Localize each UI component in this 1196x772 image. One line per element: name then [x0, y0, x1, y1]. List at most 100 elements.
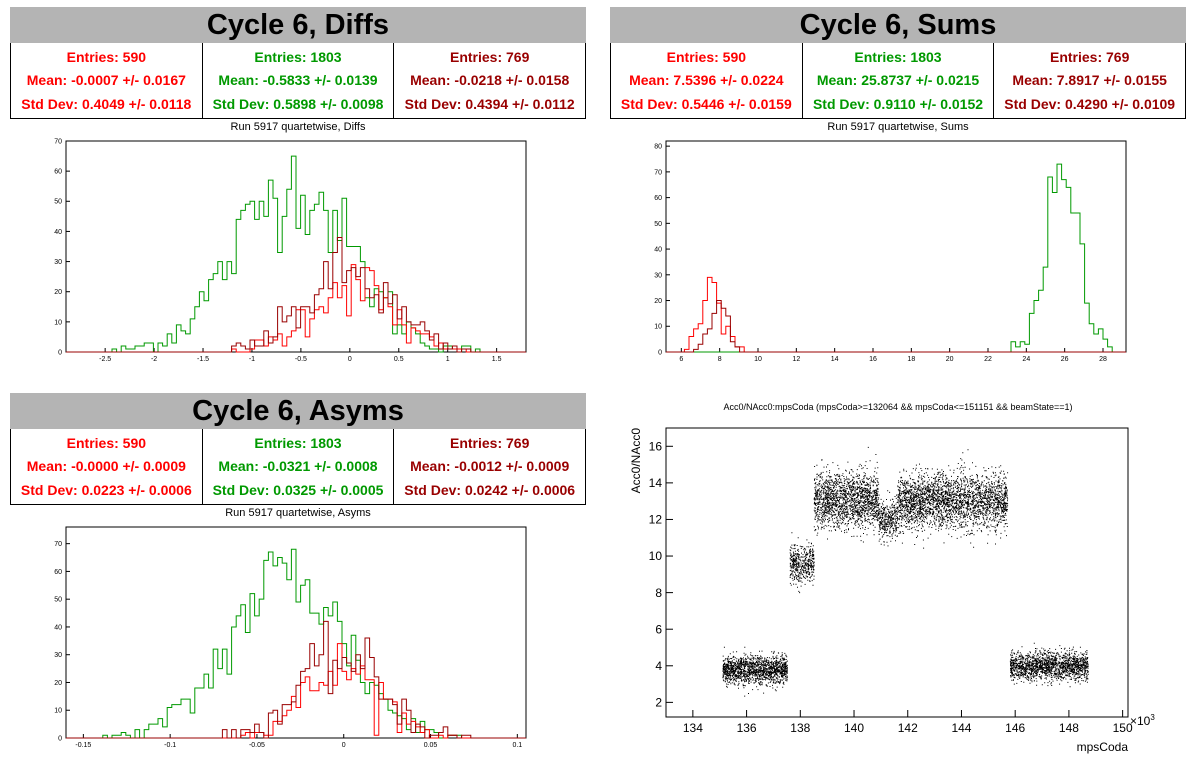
x-tick-label: 142: [898, 721, 918, 735]
entries-label: Entries: 1803: [854, 48, 942, 65]
y-tick-label: 30: [54, 652, 62, 659]
entries-label: Entries: 1803: [254, 434, 342, 451]
entries-label: Entries: 590: [66, 434, 147, 451]
mean-label: Mean: -0.0218 +/- 0.0158: [410, 72, 570, 89]
diffs-plot-frame: [65, 140, 527, 353]
y-tick-label: 50: [654, 221, 662, 228]
y-tick-label: 60: [654, 195, 662, 202]
scatter-cluster-3: [878, 490, 898, 547]
x-tick-label: 6: [679, 356, 683, 363]
x-tick-label: -0.1: [164, 742, 176, 749]
x-axis-multiplier: ×103: [1130, 713, 1155, 728]
stddev-label: Std Dev: 0.0325 +/- 0.0005: [212, 482, 384, 499]
x-tick-label: 12: [792, 356, 800, 363]
y-tick-label: 14: [649, 476, 663, 490]
x-tick-label: -0.5: [295, 356, 307, 363]
sums-stats-darkred: Entries: 769 Mean: 7.8917 +/- 0.0155 Std…: [994, 43, 1185, 118]
stddev-label: Std Dev: 0.0223 +/- 0.0006: [20, 482, 192, 499]
mean-label: Mean: -0.0000 +/- 0.0009: [26, 458, 186, 475]
asyms-axes: -0.15 -0.1 -0.05 0 0.05 0.1 0 10 20 30 40 50 60 70: [54, 526, 527, 749]
x-tick-label: 14: [831, 356, 839, 363]
y-tick-label: 10: [654, 324, 662, 331]
stddev-label: Std Dev: 0.4394 +/- 0.0112: [404, 96, 575, 113]
x-tick-label: 150: [1113, 721, 1133, 735]
x-tick-label: 10: [754, 356, 762, 363]
x-tick-label: -0.05: [249, 742, 265, 749]
mean-label: Mean: 7.8917 +/- 0.0155: [1012, 72, 1167, 89]
y-tick-label: 10: [54, 319, 62, 326]
stddev-label: Std Dev: 0.0242 +/- 0.0006: [404, 482, 576, 499]
x-tick-label: -2.5: [99, 356, 111, 363]
diffs-stats-green: Entries: 1803 Mean: -0.5833 +/- 0.0139 S…: [203, 43, 395, 118]
diffs-subtitle: Run 5917 quartetwise, Diffs: [230, 121, 366, 133]
entries-label: Entries: 769: [449, 48, 530, 65]
sums-histogram-series-1: [666, 276, 1126, 353]
y-tick-label: 80: [654, 144, 662, 151]
mean-label: Mean: -0.5833 +/- 0.0139: [218, 72, 378, 89]
x-tick-label: 1.5: [492, 356, 502, 363]
x-tick-label: 144: [951, 721, 971, 735]
y-tick-label: 70: [654, 169, 662, 176]
scatter-cluster-1: [789, 532, 815, 594]
entries-label: Entries: 769: [449, 434, 530, 451]
y-tick-label: 20: [654, 298, 662, 305]
sums-banner: Cycle 6, Sums: [610, 7, 1186, 43]
stddev-label: Std Dev: 0.5898 +/- 0.0098: [212, 96, 384, 113]
y-tick-label: 8: [655, 586, 662, 600]
asyms-stats-box: Entries: 590 Mean: -0.0000 +/- 0.0009 St…: [10, 429, 586, 505]
y-tick-label: 70: [54, 541, 62, 548]
diffs-histogram-series-2: [66, 236, 526, 353]
stddev-label: Std Dev: 0.4290 +/- 0.0109: [1004, 96, 1176, 113]
x-tick-label: 0: [348, 356, 352, 363]
entries-label: Entries: 1803: [254, 48, 342, 65]
sums-stats-box: Entries: 590 Mean: 7.5396 +/- 0.0224 Std…: [610, 43, 1186, 119]
scatter-cluster-4: [897, 449, 1009, 549]
sums-subtitle: Run 5917 quartetwise, Sums: [827, 121, 969, 133]
scatter-cluster-0: [722, 646, 788, 697]
y-tick-label: 20: [54, 680, 62, 687]
scatter-plot-frame: [665, 427, 1129, 718]
stddev-label: Std Dev: 0.4049 +/- 0.0118: [21, 96, 192, 113]
x-tick-label: 0: [342, 742, 346, 749]
x-tick-label: -0.15: [75, 742, 91, 749]
y-tick-label: 60: [54, 169, 62, 176]
diffs-histogram-series-0: [66, 155, 526, 353]
asyms-histogram-series-0: [66, 548, 526, 739]
scatter-points: [722, 446, 1089, 697]
x-tick-label: 134: [683, 721, 703, 735]
y-tick-label: 50: [54, 597, 62, 604]
stddev-label: Std Dev: 0.5446 +/- 0.0159: [620, 96, 792, 113]
stddev-label: Std Dev: 0.9110 +/- 0.0152: [812, 96, 984, 113]
asyms-stats-red: Entries: 590 Mean: -0.0000 +/- 0.0009 St…: [11, 429, 203, 504]
asyms-plot-frame: [65, 526, 527, 739]
x-tick-label: 146: [1005, 721, 1025, 735]
asyms-banner: Cycle 6, Asyms: [10, 393, 586, 429]
x-tick-label: 140: [844, 721, 864, 735]
y-tick-label: 0: [58, 349, 62, 356]
diffs-stats-red: Entries: 590 Mean: -0.0007 +/- 0.0167 St…: [11, 43, 203, 118]
y-tick-label: 12: [649, 513, 663, 527]
y-tick-label: 10: [649, 549, 663, 563]
scatter-cluster-5: [1009, 642, 1089, 688]
mean-label: Mean: -0.0321 +/- 0.0008: [218, 458, 378, 475]
mean-label: Mean: -0.0007 +/- 0.0167: [26, 72, 186, 89]
scatter-axes: 134 136 138 140 142 144 146 148 150 2 4 6 8 10 12 14 16: [649, 427, 1133, 735]
y-axis-label: Acc0/NAcc0: [629, 428, 643, 494]
x-tick-label: -1: [249, 356, 255, 363]
x-tick-label: 24: [1022, 356, 1030, 363]
x-tick-label: 26: [1061, 356, 1069, 363]
x-axis-label: mpsCoda: [1077, 740, 1129, 754]
x-tick-label: 0.1: [512, 742, 522, 749]
sums-axes: 6 8 10 12 14 16 18 20 22 24 26 28 0 10 20 30 40 50 60 70 80: [654, 140, 1127, 363]
y-tick-label: 40: [54, 229, 62, 236]
x-tick-label: -2: [151, 356, 157, 363]
asyms-histogram-series-2: [66, 620, 526, 739]
x-tick-label: 136: [737, 721, 757, 735]
y-tick-label: 50: [54, 199, 62, 206]
sums-histogram-series-0: [666, 163, 1126, 353]
mean-label: Mean: -0.0012 +/- 0.0009: [410, 458, 570, 475]
sums-stats-green: Entries: 1803 Mean: 25.8737 +/- 0.0215 S…: [803, 43, 995, 118]
entries-label: Entries: 590: [666, 48, 747, 65]
x-tick-label: 0.5: [394, 356, 404, 363]
